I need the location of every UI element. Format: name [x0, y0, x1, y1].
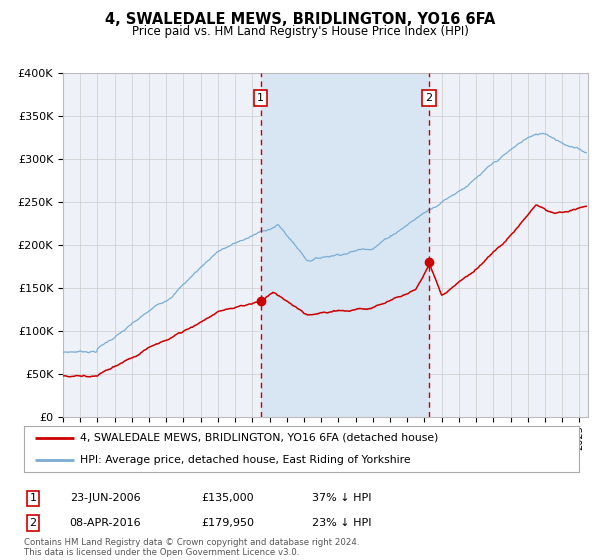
Text: 1: 1 — [257, 93, 264, 103]
Text: 2: 2 — [425, 93, 433, 103]
Text: 4, SWALEDALE MEWS, BRIDLINGTON, YO16 6FA (detached house): 4, SWALEDALE MEWS, BRIDLINGTON, YO16 6FA… — [79, 433, 438, 443]
Text: Contains HM Land Registry data © Crown copyright and database right 2024.
This d: Contains HM Land Registry data © Crown c… — [24, 538, 359, 557]
Text: £179,950: £179,950 — [202, 518, 254, 528]
Text: Price paid vs. HM Land Registry's House Price Index (HPI): Price paid vs. HM Land Registry's House … — [131, 25, 469, 38]
Text: HPI: Average price, detached house, East Riding of Yorkshire: HPI: Average price, detached house, East… — [79, 455, 410, 465]
Text: £135,000: £135,000 — [202, 493, 254, 503]
Text: 1: 1 — [29, 493, 37, 503]
Text: 23-JUN-2006: 23-JUN-2006 — [70, 493, 140, 503]
Text: 4, SWALEDALE MEWS, BRIDLINGTON, YO16 6FA: 4, SWALEDALE MEWS, BRIDLINGTON, YO16 6FA — [105, 12, 495, 27]
Text: 37% ↓ HPI: 37% ↓ HPI — [312, 493, 372, 503]
Bar — [260, 73, 429, 417]
Text: 23% ↓ HPI: 23% ↓ HPI — [312, 518, 372, 528]
Text: 08-APR-2016: 08-APR-2016 — [69, 518, 141, 528]
Text: 2: 2 — [29, 518, 37, 528]
